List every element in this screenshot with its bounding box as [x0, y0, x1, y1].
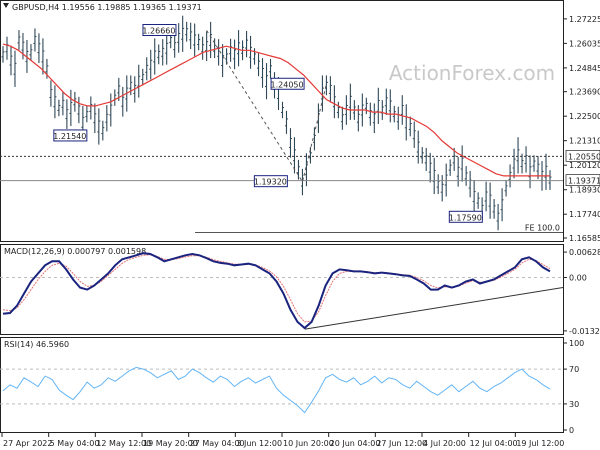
swing-connector	[301, 84, 327, 182]
macd-panel: MACD(12,26,9) 0.000797 0.001598 0.006285…	[0, 244, 600, 336]
price-y-tick-label: 1.24845	[569, 64, 600, 73]
x-tick-label: 27 May 04:00	[190, 439, 245, 448]
price-y-tick-label: 1.21310	[569, 137, 600, 146]
price-label-box	[448, 210, 483, 223]
macd-y-tick-label: 0.006285	[569, 248, 600, 257]
rsi-panel: RSI(14) 46.5960 100 70 30 0	[0, 337, 584, 435]
price-label-text: 1.19320	[254, 178, 287, 187]
macd-lines	[0, 252, 564, 330]
x-tick-label: 12 Jul 04:00	[470, 439, 518, 448]
macd-y-tick-label: 0.00	[569, 273, 587, 282]
macd-panel-border	[0, 244, 564, 335]
price-label-text: 1.17590	[449, 213, 482, 222]
rsi-label: RSI(14) 46.5960	[4, 340, 69, 349]
rsi-y-axis: 100 70 30 0	[564, 339, 584, 435]
price-y-tick-label: 1.26035	[569, 39, 600, 48]
watermark: ActionForex.com	[389, 61, 555, 85]
x-tick-label: 3 Jun 12:00	[236, 439, 282, 448]
price-y-tick-label: 1.22500	[569, 112, 600, 121]
x-tick-label: 12 May 12:00	[96, 439, 151, 448]
moving-average-line	[2, 43, 550, 177]
rsi-y-tick-label: 70	[569, 365, 579, 374]
x-tick-label: 5 May 04:00	[50, 439, 100, 448]
rsi-line	[2, 366, 551, 414]
price-label-box	[142, 24, 177, 37]
price-label-box	[53, 129, 88, 142]
price-label-text: 1.24050	[271, 80, 304, 89]
rsi-y-tick-label: 30	[569, 400, 579, 409]
price-y-tick-label: 1.23690	[569, 88, 600, 97]
x-tick-label: 10 Jun 20:00	[283, 439, 334, 448]
level-tag-box	[565, 149, 600, 162]
price-label-boxes: 1.26660 1.21540 1.24050 1.19320 1.17590 1.205…	[53, 24, 600, 233]
price-label-text: 1.21540	[53, 132, 86, 141]
price-label-text: 1.26660	[142, 27, 175, 36]
price-label-box	[270, 77, 305, 90]
price-label-box	[253, 175, 288, 188]
price-panel-header: GBPUSD,H4 1.19556 1.19885 1.19365 1.1937…	[12, 3, 202, 12]
price-y-tick-label: 1.16585	[569, 234, 600, 243]
x-tick-label: 27 Apr 2022	[3, 439, 52, 448]
x-tick-label: 4 Jul 20:00	[423, 439, 466, 448]
price-panel-border	[0, 0, 564, 242]
price-y-tick-label: 1.17740	[569, 210, 600, 219]
macd-line	[2, 252, 551, 330]
rsi-lines	[0, 366, 563, 414]
fe-label: FE 100.0	[525, 224, 560, 233]
x-tick-label: 19 Jul 12:00	[516, 439, 564, 448]
macd-trend-line	[304, 287, 564, 330]
x-tick-label: 20 Jun 04:00	[330, 439, 381, 448]
macd-y-tick-label: -0.013223	[569, 327, 600, 336]
rsi-y-tick-label: 0	[569, 426, 574, 435]
current-price-tag-box	[565, 174, 600, 186]
price-y-tick-label: 1.18930	[569, 186, 600, 195]
rsi-y-tick-label: 100	[569, 339, 584, 348]
level-tag-text: 1.20550	[568, 152, 600, 161]
x-tick-label: 19 May 20:00	[143, 439, 198, 448]
price-y-tick-label: 1.20120	[569, 161, 600, 170]
rsi-panel-border	[0, 337, 564, 433]
price-y-axis: 1.27225 1.26035 1.24845 1.23690 1.22500 1.213…	[564, 15, 600, 243]
price-panel: GBPUSD,H4 1.19556 1.19885 1.19365 1.1937…	[0, 0, 600, 243]
x-tick-label: 27 Jun 12:00	[376, 439, 427, 448]
macd-y-axis: 0.006285 0.00 -0.013223	[564, 248, 600, 336]
collapse-triangle-icon[interactable]	[3, 3, 9, 8]
macd-label: MACD(12,26,9) 0.000797 0.001598	[4, 247, 146, 256]
price-y-tick-label: 1.27225	[569, 15, 600, 24]
price-lines	[0, 15, 563, 234]
current-price-tag-text: 1.19371	[568, 177, 600, 186]
